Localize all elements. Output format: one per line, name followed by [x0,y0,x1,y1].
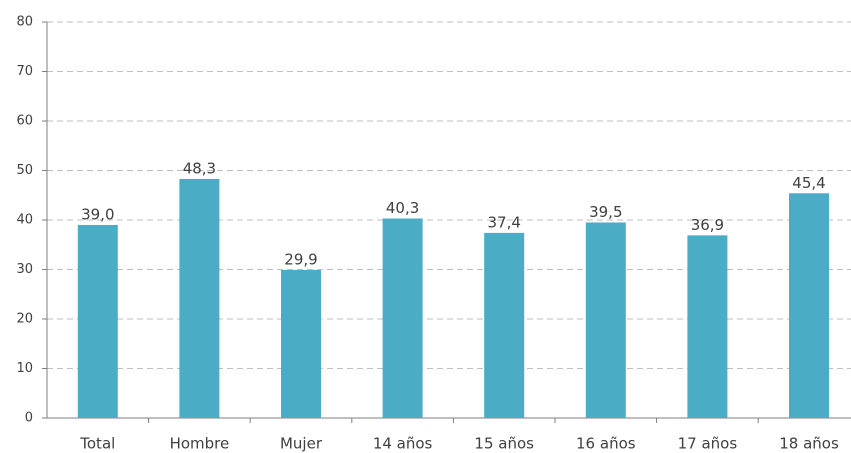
x-tick-label: Total [79,435,115,453]
y-tick-label: 50 [16,163,33,178]
x-tick-label: 15 años [474,435,534,453]
y-tick-label: 20 [16,312,33,327]
bar [484,232,525,418]
bar [179,178,220,418]
x-tick-label: Hombre [170,435,230,453]
value-label: 45,4 [792,174,825,192]
value-label: 39,0 [81,205,114,223]
bar [77,224,118,418]
value-label: 40,3 [386,199,419,217]
y-tick-label: 0 [25,411,33,426]
value-label: 39,5 [589,203,622,221]
bar [382,218,423,418]
value-label: 36,9 [691,216,724,234]
x-tick-label: 18 años [779,435,839,453]
y-tick-label: 10 [16,361,33,376]
y-tick-label: 40 [16,213,33,228]
y-tick-label: 30 [16,262,33,277]
y-tick-label: 60 [16,114,33,129]
x-tick-label: 16 años [576,435,636,453]
bar [585,222,626,418]
y-tick-label: 80 [16,15,33,30]
bar [687,235,728,418]
value-label: 48,3 [183,159,216,177]
x-tick-label: 14 años [373,435,433,453]
bar [789,193,829,418]
x-tick-label: 17 años [678,435,738,453]
y-tick-label: 70 [16,64,33,79]
x-tick-label: Mujer [280,435,323,453]
value-label: 29,9 [284,250,317,268]
value-label: 37,4 [487,213,520,231]
bar [281,269,321,418]
